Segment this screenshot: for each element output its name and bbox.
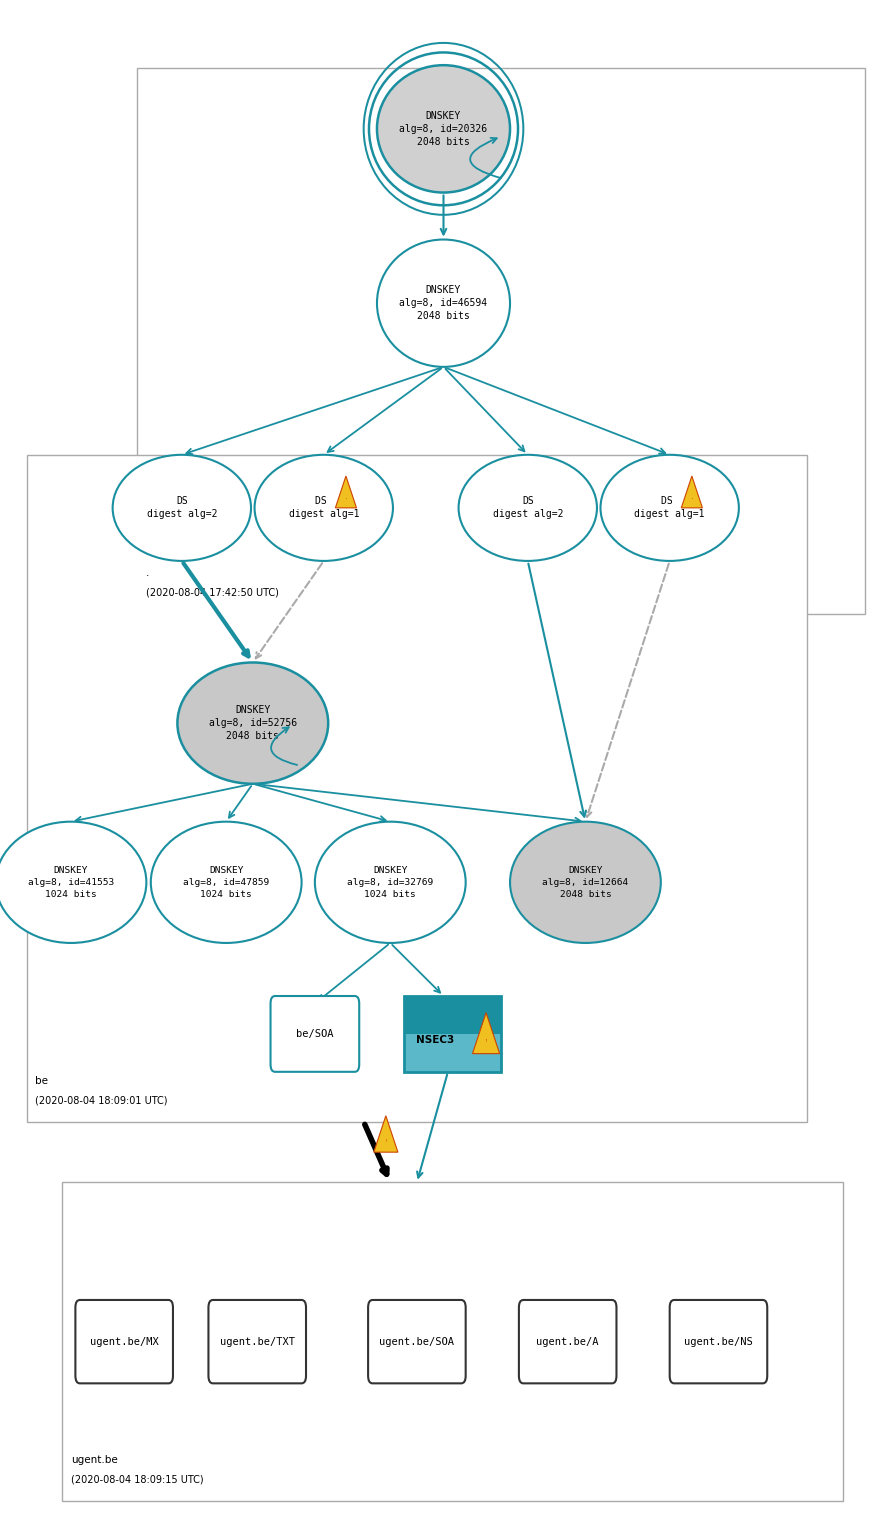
FancyBboxPatch shape (27, 455, 806, 1122)
Text: (2020-08-04 17:42:50 UTC): (2020-08-04 17:42:50 UTC) (146, 588, 279, 597)
Text: ugent.be/TXT: ugent.be/TXT (220, 1337, 294, 1346)
Text: ugent.be/NS: ugent.be/NS (683, 1337, 752, 1346)
FancyBboxPatch shape (403, 996, 501, 1034)
Ellipse shape (377, 65, 509, 193)
Text: ugent.be/MX: ugent.be/MX (89, 1337, 159, 1346)
Text: ugent.be/A: ugent.be/A (536, 1337, 598, 1346)
FancyBboxPatch shape (62, 1182, 842, 1501)
FancyBboxPatch shape (270, 996, 359, 1072)
Text: be: be (35, 1076, 49, 1085)
Text: !: ! (385, 1139, 386, 1143)
Ellipse shape (377, 240, 509, 367)
FancyBboxPatch shape (75, 1301, 173, 1383)
FancyBboxPatch shape (137, 68, 864, 614)
FancyBboxPatch shape (669, 1301, 766, 1383)
Polygon shape (373, 1116, 398, 1152)
Text: DNSKEY
alg=8, id=52756
2048 bits: DNSKEY alg=8, id=52756 2048 bits (208, 705, 297, 741)
Text: DNSKEY
alg=8, id=32769
1024 bits: DNSKEY alg=8, id=32769 1024 bits (346, 866, 433, 899)
Ellipse shape (113, 455, 251, 561)
Text: DNSKEY
alg=8, id=20326
2048 bits: DNSKEY alg=8, id=20326 2048 bits (399, 111, 487, 147)
Polygon shape (335, 476, 356, 508)
Text: NSEC3: NSEC3 (415, 1035, 454, 1045)
Text: DS 
digest alg=1: DS digest alg=1 (633, 496, 704, 520)
Text: be/SOA: be/SOA (296, 1029, 333, 1038)
Text: ugent.be/SOA: ugent.be/SOA (379, 1337, 454, 1346)
Ellipse shape (177, 662, 328, 784)
Text: ugent.be: ugent.be (71, 1455, 118, 1464)
Text: .: . (146, 568, 150, 578)
FancyBboxPatch shape (518, 1301, 616, 1383)
Text: DNSKEY
alg=8, id=46594
2048 bits: DNSKEY alg=8, id=46594 2048 bits (399, 285, 487, 321)
FancyBboxPatch shape (368, 1301, 465, 1383)
Text: DNSKEY
alg=8, id=12664
2048 bits: DNSKEY alg=8, id=12664 2048 bits (541, 866, 628, 899)
Text: DNSKEY
alg=8, id=41553
1024 bits: DNSKEY alg=8, id=41553 1024 bits (27, 866, 114, 899)
FancyBboxPatch shape (208, 1301, 306, 1383)
Polygon shape (472, 1013, 499, 1054)
Text: DS 
digest alg=1: DS digest alg=1 (288, 496, 359, 520)
Ellipse shape (151, 822, 301, 943)
Polygon shape (680, 476, 702, 508)
Ellipse shape (600, 455, 738, 561)
Ellipse shape (458, 455, 596, 561)
Text: DNSKEY
alg=8, id=47859
1024 bits: DNSKEY alg=8, id=47859 1024 bits (183, 866, 269, 899)
Ellipse shape (254, 455, 392, 561)
Ellipse shape (315, 822, 465, 943)
Text: (2020-08-04 18:09:15 UTC): (2020-08-04 18:09:15 UTC) (71, 1475, 204, 1484)
Text: DS
digest alg=2: DS digest alg=2 (146, 496, 217, 520)
Ellipse shape (0, 822, 146, 943)
Text: !: ! (485, 1040, 486, 1043)
Text: DS
digest alg=2: DS digest alg=2 (492, 496, 563, 520)
FancyBboxPatch shape (403, 996, 501, 1072)
Ellipse shape (509, 822, 660, 943)
Text: (2020-08-04 18:09:01 UTC): (2020-08-04 18:09:01 UTC) (35, 1096, 167, 1105)
